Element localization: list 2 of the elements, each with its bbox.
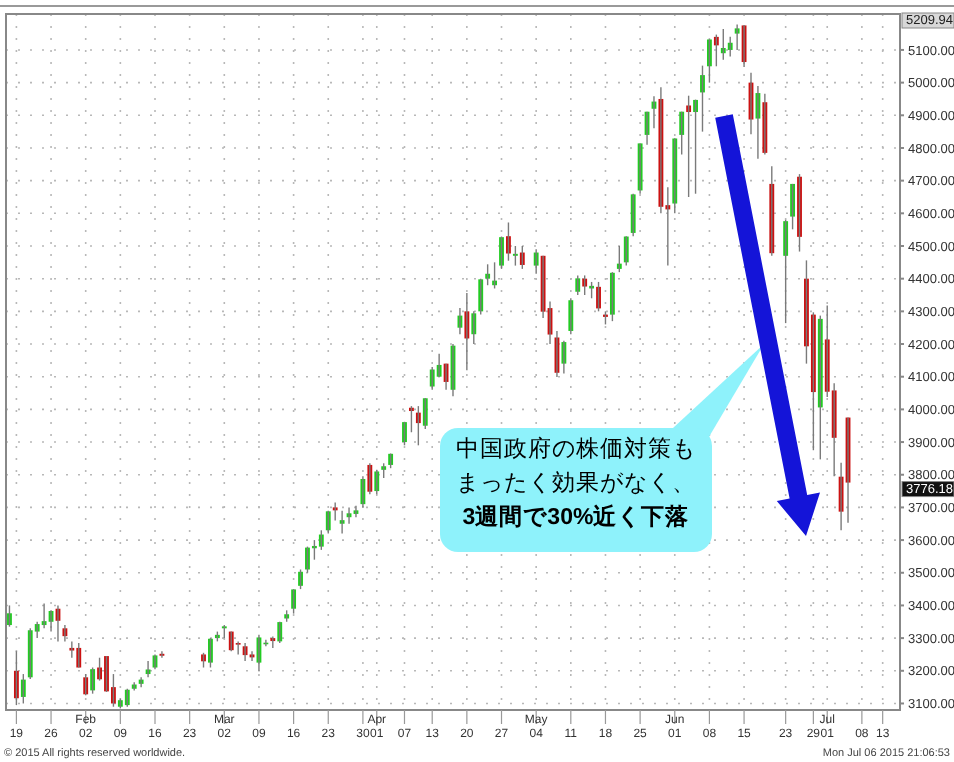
annotation: 中国政府の株価対策もまったく効果がなく、3週間で30%近く下落	[456, 434, 696, 530]
callout: 中国政府の株価対策もまったく効果がなく、3週間で30%近く下落	[440, 344, 764, 552]
